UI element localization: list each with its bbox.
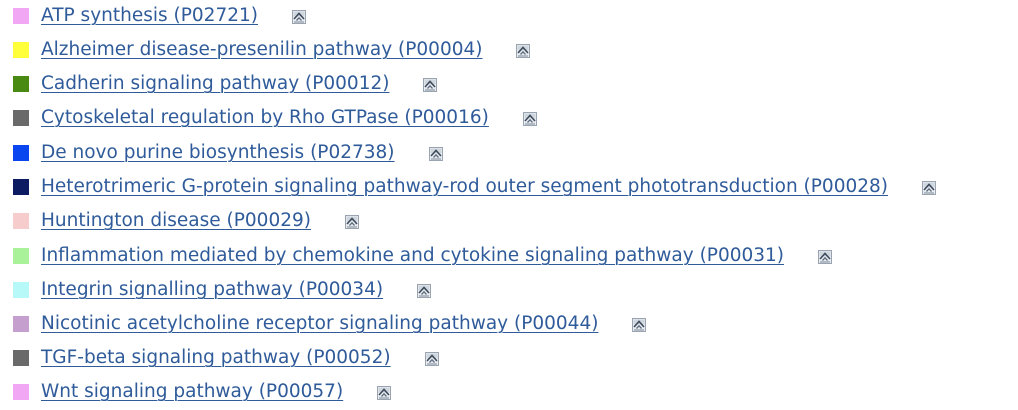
pathway-diagram-icon[interactable] (423, 78, 437, 92)
pathway-diagram-icon[interactable] (516, 44, 530, 58)
pathway-row: Cytoskeletal regulation by Rho GTPase (P… (0, 102, 1018, 136)
pathway-row: Heterotrimeric G-protein signaling pathw… (0, 171, 1018, 205)
pathway-diagram-icon[interactable] (818, 250, 832, 264)
color-swatch (13, 316, 29, 332)
color-swatch (13, 384, 29, 400)
pathway-diagram-icon[interactable] (377, 386, 391, 400)
color-swatch (13, 8, 29, 24)
pathway-row: Cadherin signaling pathway (P00012) (0, 68, 1018, 102)
pathway-link[interactable]: Nicotinic acetylcholine receptor signali… (41, 313, 599, 334)
pathway-link[interactable]: Wnt signaling pathway (P00057) (41, 381, 344, 402)
color-swatch (13, 213, 29, 229)
color-swatch (13, 76, 29, 92)
pathway-diagram-icon[interactable] (425, 352, 439, 366)
pathway-link[interactable]: De novo purine biosynthesis (P02738) (41, 142, 395, 163)
pathway-diagram-icon[interactable] (292, 10, 306, 24)
color-swatch (13, 110, 29, 126)
pathway-link[interactable]: Cytoskeletal regulation by Rho GTPase (P… (41, 107, 489, 128)
pathway-row: De novo purine biosynthesis (P02738) (0, 137, 1018, 171)
color-swatch (13, 248, 29, 264)
pathway-row: Wnt signaling pathway (P00057) (0, 376, 1018, 410)
pathway-row: Integrin signalling pathway (P00034) (0, 274, 1018, 308)
pathway-link[interactable]: Cadherin signaling pathway (P00012) (41, 73, 390, 94)
pathway-row: ATP synthesis (P02721) (0, 0, 1018, 34)
color-swatch (13, 179, 29, 195)
pathway-link[interactable]: TGF-beta signaling pathway (P00052) (41, 347, 391, 368)
pathway-link[interactable]: Integrin signalling pathway (P00034) (41, 279, 384, 300)
pathway-row: Inflammation mediated by chemokine and c… (0, 240, 1018, 274)
pathway-diagram-icon[interactable] (417, 284, 431, 298)
pathway-row: Alzheimer disease-presenilin pathway (P0… (0, 34, 1018, 68)
pathway-link[interactable]: Alzheimer disease-presenilin pathway (P0… (41, 39, 483, 60)
color-swatch (13, 282, 29, 298)
pathway-diagram-icon[interactable] (429, 147, 443, 161)
pathway-row: TGF-beta signaling pathway (P00052) (0, 342, 1018, 376)
color-swatch (13, 350, 29, 366)
pathway-row: Huntington disease (P00029) (0, 205, 1018, 239)
pathway-link[interactable]: ATP synthesis (P02721) (41, 5, 258, 26)
pathway-row: Nicotinic acetylcholine receptor signali… (0, 308, 1018, 342)
pathway-diagram-icon[interactable] (632, 318, 646, 332)
pathway-diagram-icon[interactable] (345, 215, 359, 229)
pathway-diagram-icon[interactable] (523, 112, 537, 126)
color-swatch (13, 145, 29, 161)
color-swatch (13, 42, 29, 58)
pathway-link[interactable]: Huntington disease (P00029) (41, 210, 311, 231)
pathway-link[interactable]: Heterotrimeric G-protein signaling pathw… (41, 176, 888, 197)
pathway-link[interactable]: Inflammation mediated by chemokine and c… (41, 245, 785, 266)
pathway-diagram-icon[interactable] (922, 181, 936, 195)
